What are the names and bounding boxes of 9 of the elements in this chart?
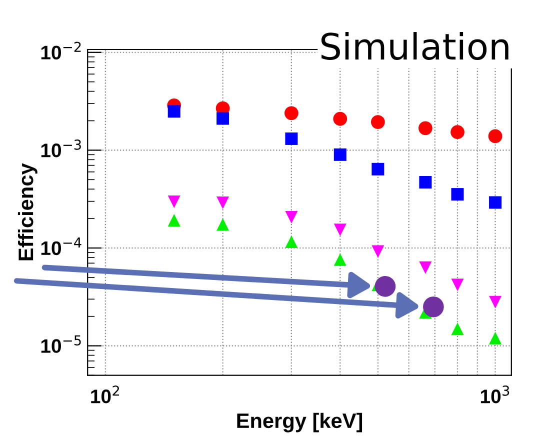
y-tick-label: 10$^{−4}$ <box>41 238 82 256</box>
y-axis-title: Efficiency <box>18 163 38 260</box>
x-tick-label: 10$^{2}$ <box>91 386 119 404</box>
chart-title: Simulation <box>321 32 508 60</box>
x-tick-label: 10$^{3}$ <box>480 386 510 404</box>
x-axis-title: Energy [keV] <box>237 412 362 432</box>
y-tick-label: 10$^{−3}$ <box>41 140 81 158</box>
y-tick-label: 10$^{−5}$ <box>41 335 81 353</box>
y-tick-label: 10$^{−2}$ <box>41 42 81 60</box>
